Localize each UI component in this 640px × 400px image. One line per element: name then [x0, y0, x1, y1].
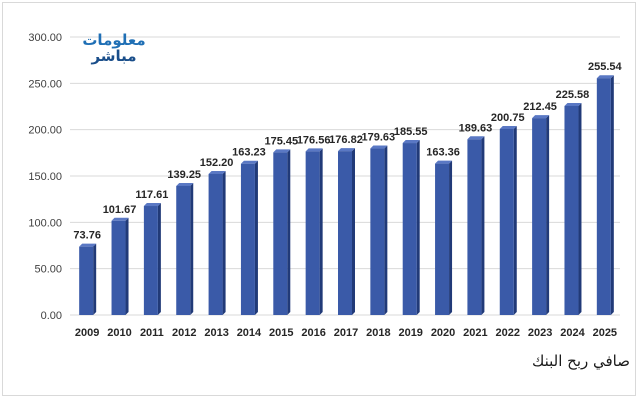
y-tick-label: 100.00 — [28, 217, 62, 229]
y-tick-label: 0.00 — [41, 310, 62, 322]
bar — [338, 151, 352, 315]
logo-line-2: مباشر — [91, 47, 137, 65]
bar — [305, 151, 320, 315]
data-label: 175.45 — [264, 135, 298, 147]
bar-top — [208, 170, 226, 174]
data-label: 212.45 — [523, 101, 557, 113]
data-label: 117.61 — [135, 189, 168, 201]
data-label: 176.56 — [297, 134, 331, 146]
data-label: 185.55 — [394, 126, 428, 138]
bar-top — [402, 140, 420, 144]
bar — [435, 163, 450, 315]
bar — [370, 148, 385, 315]
bar-top — [532, 115, 550, 119]
bar-side — [449, 160, 453, 315]
x-tick-label: 2024 — [560, 327, 585, 339]
bar — [467, 139, 482, 315]
bar — [499, 128, 514, 315]
bar — [143, 206, 158, 315]
y-tick-label: 300.00 — [28, 32, 62, 44]
bar — [208, 173, 223, 315]
data-label: 163.36 — [426, 147, 460, 159]
x-tick-label: 2021 — [463, 327, 487, 339]
bar-side — [93, 243, 97, 315]
data-label: 163.23 — [232, 147, 266, 159]
x-tick-label: 2009 — [75, 327, 99, 339]
x-tick-label: 2011 — [140, 327, 164, 339]
data-label: 200.75 — [491, 112, 525, 124]
legend-label: صافي ربح البنك — [531, 352, 630, 370]
bar — [176, 185, 191, 315]
bar-side — [254, 160, 258, 315]
x-tick-label: 2022 — [496, 327, 520, 339]
bar-top — [370, 145, 388, 149]
y-tick-label: 200.00 — [28, 125, 62, 137]
bar-side — [513, 125, 517, 315]
bar-top — [467, 136, 485, 140]
x-tick-label: 2014 — [237, 327, 262, 339]
bar-side — [352, 148, 355, 315]
y-tick-label: 250.00 — [28, 78, 62, 90]
bar-top — [564, 102, 582, 106]
bar-top — [176, 182, 194, 186]
x-tick-label: 2015 — [269, 327, 293, 339]
data-label: 189.63 — [459, 122, 493, 134]
bar — [564, 105, 579, 316]
data-label: 255.54 — [588, 61, 623, 73]
bar-top — [240, 160, 258, 164]
data-label: 139.25 — [167, 169, 201, 181]
bar-top — [273, 149, 291, 153]
mubasher-logo: معلومات مباشر — [76, 32, 152, 72]
bar-top — [338, 148, 355, 152]
bar — [79, 246, 94, 315]
bar-side — [222, 170, 226, 315]
x-tick-label: 2016 — [301, 327, 325, 339]
data-label: 179.63 — [362, 132, 396, 144]
x-tick-label: 2010 — [107, 327, 131, 339]
y-tick-label: 50.00 — [34, 264, 62, 276]
x-tick-label: 2019 — [398, 327, 422, 339]
x-tick-label: 2012 — [172, 327, 196, 339]
bar — [111, 220, 126, 315]
x-tick-label: 2017 — [334, 327, 358, 339]
bar-side — [287, 149, 291, 315]
bar-side — [319, 148, 323, 315]
logo-line-1: معلومات — [82, 31, 146, 49]
x-tick-label: 2018 — [366, 327, 390, 339]
bar-side — [190, 182, 194, 315]
x-tick-label: 2020 — [431, 327, 455, 339]
data-label: 101.67 — [103, 204, 137, 216]
bar-side — [546, 115, 550, 315]
data-label: 73.76 — [73, 230, 101, 242]
bar-top — [435, 160, 453, 164]
bar-top — [596, 75, 614, 79]
bar — [596, 78, 611, 315]
data-label: 225.58 — [556, 89, 590, 101]
bar — [532, 118, 547, 315]
bar-side — [384, 145, 388, 315]
bar-top — [79, 243, 97, 247]
bar-side — [125, 217, 129, 315]
bar-top — [499, 125, 517, 129]
data-label: 176.82 — [329, 134, 363, 146]
bar — [402, 143, 417, 315]
bar-side — [416, 140, 420, 315]
bar — [273, 152, 288, 315]
bar — [240, 163, 255, 315]
bar-side — [610, 75, 614, 315]
bar-side — [157, 203, 161, 315]
bar-top — [111, 217, 129, 221]
bar-side — [578, 102, 582, 316]
legend: صافي ربح البنك — [470, 352, 630, 370]
bar-side — [481, 136, 485, 315]
data-label: 152.20 — [200, 157, 234, 169]
x-tick-label: 2023 — [528, 327, 552, 339]
bar-top — [305, 148, 323, 152]
bar-top — [143, 203, 161, 207]
x-tick-label: 2013 — [204, 327, 228, 339]
y-tick-label: 150.00 — [28, 171, 62, 183]
x-tick-label: 2025 — [593, 327, 617, 339]
